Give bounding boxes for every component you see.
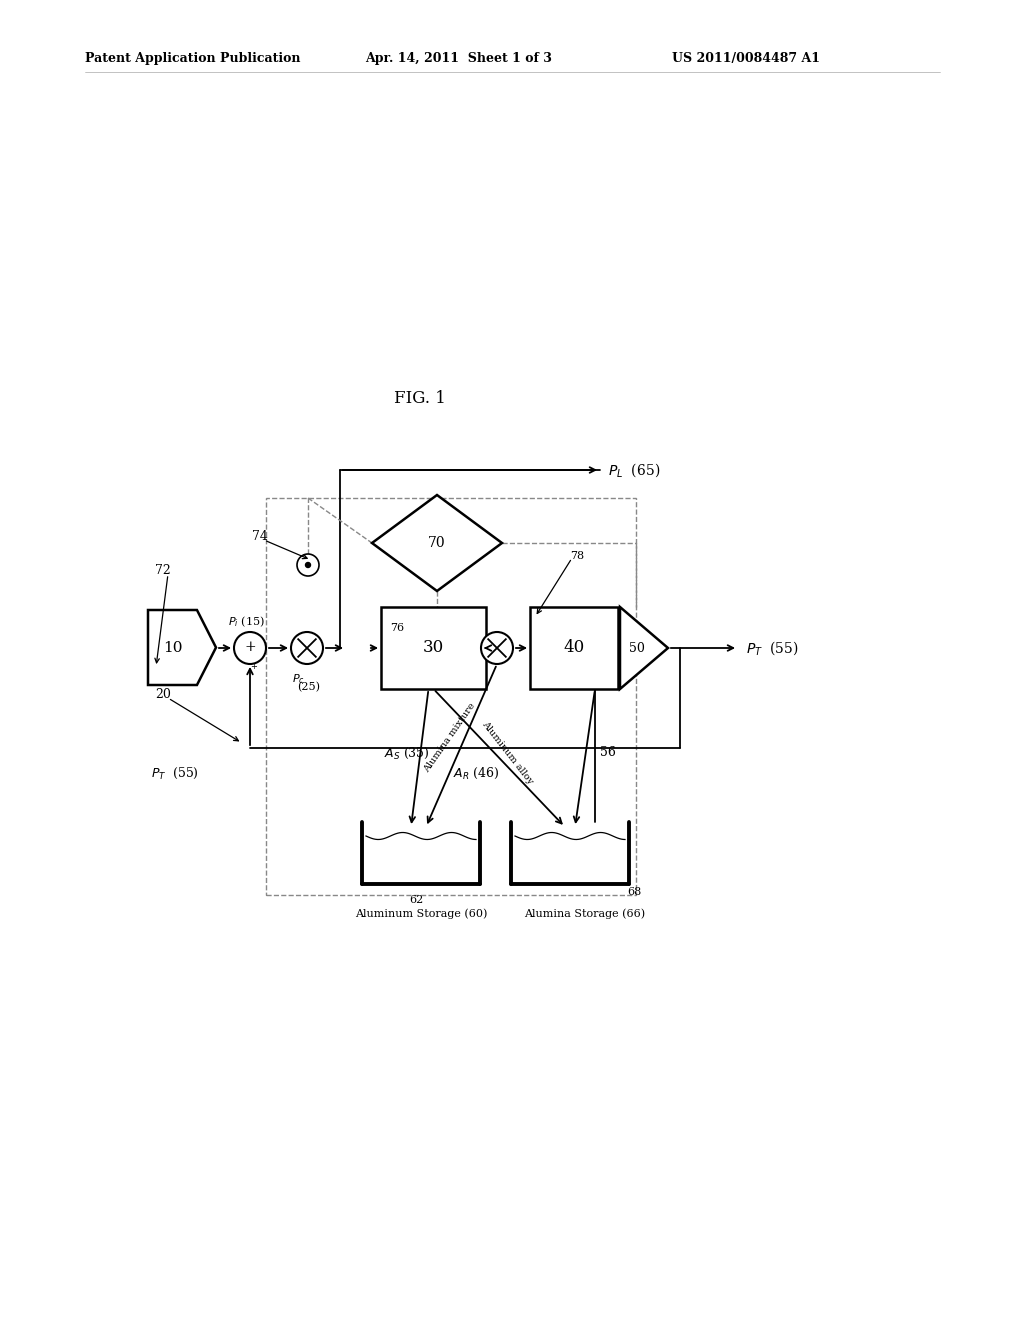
Text: $P_T$  (55): $P_T$ (55): [152, 766, 199, 780]
Circle shape: [305, 562, 310, 568]
Text: Alumina Storage (66): Alumina Storage (66): [524, 908, 645, 919]
Text: 10: 10: [164, 640, 183, 655]
Text: 40: 40: [563, 639, 585, 656]
Polygon shape: [620, 607, 668, 689]
Text: 56: 56: [600, 747, 615, 759]
Text: 78: 78: [570, 550, 584, 561]
Circle shape: [481, 632, 513, 664]
Text: 50: 50: [629, 642, 645, 655]
Text: (25): (25): [297, 682, 319, 692]
Text: 68: 68: [627, 887, 641, 898]
Text: Aluminum alloy: Aluminum alloy: [480, 719, 535, 787]
Circle shape: [234, 632, 266, 664]
Text: $P_i$ (15): $P_i$ (15): [228, 615, 265, 630]
Text: 20: 20: [155, 689, 171, 701]
Bar: [266, 498, 636, 895]
Text: $A_S$ (35): $A_S$ (35): [384, 746, 430, 760]
Text: Aluminum Storage (60): Aluminum Storage (60): [354, 908, 487, 919]
Bar: [530, 607, 618, 689]
Polygon shape: [372, 495, 502, 591]
Text: US 2011/0084487 A1: US 2011/0084487 A1: [672, 51, 820, 65]
Text: $P_c$: $P_c$: [292, 672, 305, 686]
Text: +: +: [244, 640, 256, 653]
Text: Alumina mixture: Alumina mixture: [422, 701, 477, 774]
Text: 74: 74: [252, 531, 268, 544]
Text: $A_R$ (46): $A_R$ (46): [453, 766, 500, 780]
Text: $P_T$  (55): $P_T$ (55): [746, 639, 799, 657]
Circle shape: [297, 554, 319, 576]
Text: FIG. 1: FIG. 1: [394, 389, 445, 407]
Text: Apr. 14, 2011  Sheet 1 of 3: Apr. 14, 2011 Sheet 1 of 3: [365, 51, 552, 65]
Text: $P_L$  (65): $P_L$ (65): [608, 461, 660, 479]
Text: Patent Application Publication: Patent Application Publication: [85, 51, 300, 65]
Text: +: +: [251, 663, 257, 671]
Polygon shape: [148, 610, 216, 685]
Text: 70: 70: [428, 536, 445, 550]
Text: 72: 72: [155, 564, 171, 577]
Circle shape: [291, 632, 323, 664]
Bar: [381, 607, 486, 689]
Text: 62: 62: [409, 895, 423, 906]
Text: 76: 76: [390, 623, 404, 634]
Text: 30: 30: [423, 639, 444, 656]
